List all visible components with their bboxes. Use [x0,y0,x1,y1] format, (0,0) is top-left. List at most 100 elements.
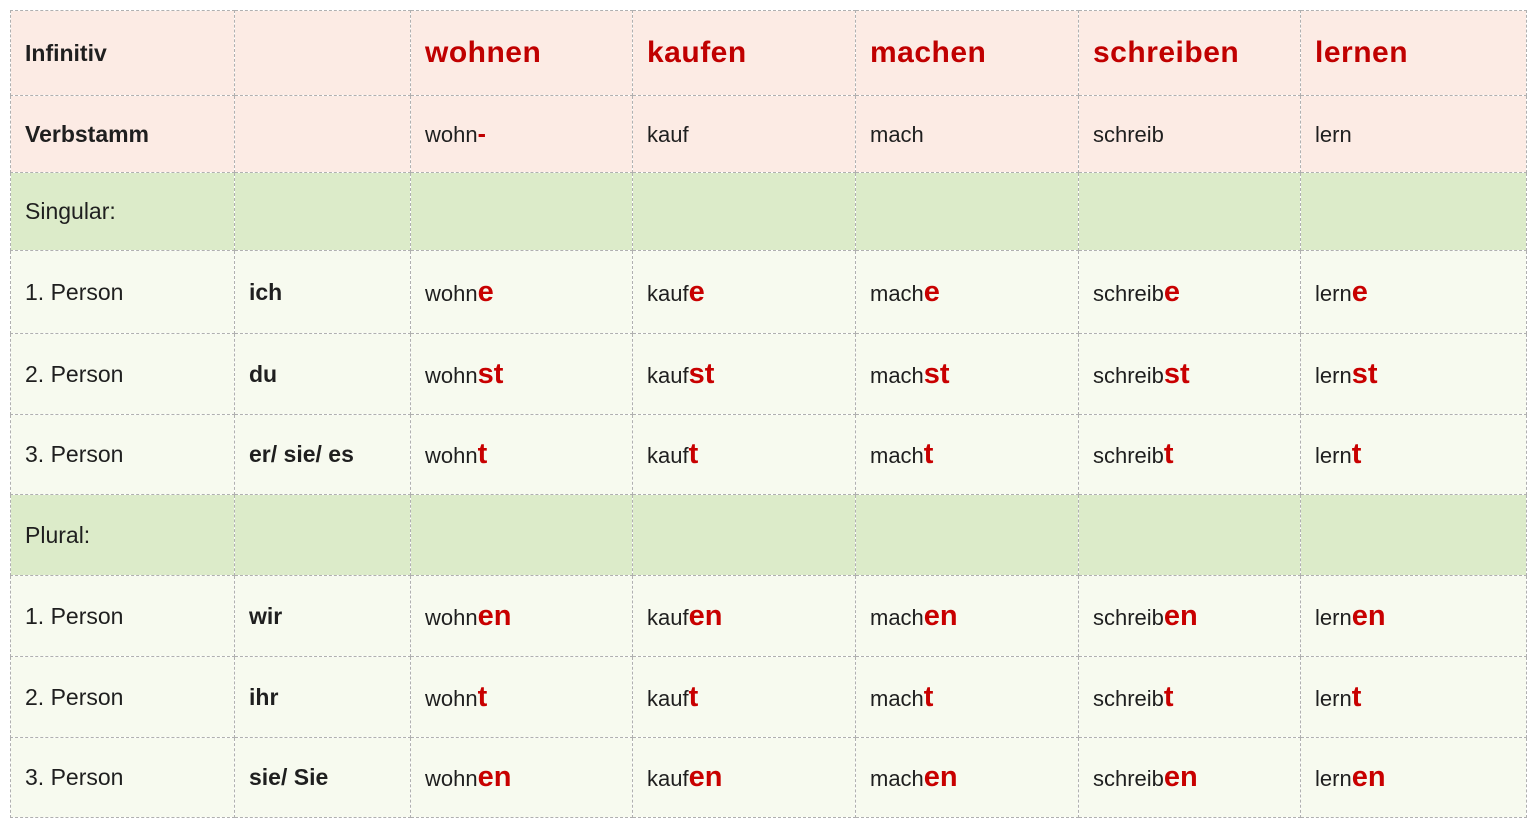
form-cell: lernen [1300,737,1527,818]
form-ending: e [477,275,494,308]
section-title-cell: Plural: [10,494,235,576]
section-row-singular: Singular: [10,172,1527,251]
verb-header-cell: machen [855,10,1079,96]
form-stem: kauf [647,443,689,468]
form-ending: st [1351,357,1378,390]
pronoun-label: ich [249,278,283,305]
stem-cell: wohn- [410,95,633,173]
form-ending: e [1351,275,1368,308]
form-stem: lern [1315,685,1352,711]
stem-cell: mach [855,95,1079,173]
form-ending: e [688,275,705,308]
form-stem: schreib [1093,685,1164,711]
form-stem: lern [1315,604,1352,630]
form-ending: en [477,761,512,793]
person-row: 3. Person er/ sie/ es wohnt kauft macht … [10,414,1527,495]
empty-cell [410,172,633,251]
form-stem: lern [1315,443,1352,468]
form-ending: t [1351,438,1362,470]
form-ending: st [1163,357,1190,390]
pronoun-label: er/ sie/ es [249,441,354,467]
form-stem: kauf [647,362,689,388]
form-cell: kaufen [632,737,856,818]
stem-cell: schreib [1078,95,1301,173]
form-stem: wohn [425,280,478,306]
person-cell: 2. Person [10,333,235,415]
empty-cell [234,494,411,576]
pronoun-cell: sie/ Sie [234,737,411,818]
empty-cell [234,172,411,251]
form-stem: mach [870,685,924,711]
form-cell: wohnen [410,737,633,818]
form-cell: mache [855,250,1079,334]
form-cell: schreibt [1078,414,1301,495]
section-title: Plural: [25,521,91,548]
person-row: 2. Person du wohnst kaufst machst schrei… [10,333,1527,415]
stem-text: wohn [425,121,478,147]
form-cell: schreiben [1078,575,1301,657]
form-ending: t [1351,680,1362,713]
form-cell: wohnen [410,575,633,657]
form-stem: kauf [647,604,689,630]
empty-cell [632,494,856,576]
person-label: 3. Person [25,441,124,467]
person-cell: 3. Person [10,737,235,818]
form-cell: schreiben [1078,737,1301,818]
empty-cell [234,95,411,173]
person-label: 2. Person [25,360,124,387]
empty-cell [1300,494,1527,576]
header-row: Infinitiv wohnen kaufen machen schreiben… [10,10,1527,96]
form-stem: kauf [647,766,689,791]
person-label: 3. Person [25,764,124,790]
form-cell: lernst [1300,333,1527,415]
form-stem: wohn [425,604,478,630]
form-cell: kaufe [632,250,856,334]
person-cell: 2. Person [10,656,235,738]
stem-text: kauf [647,121,689,147]
form-ending: t [477,438,488,470]
form-ending: t [688,438,699,470]
form-cell: lernt [1300,656,1527,738]
pronoun-cell: ihr [234,656,411,738]
form-ending: t [923,438,934,470]
person-label: 1. Person [25,278,124,305]
form-stem: schreib [1093,604,1164,630]
form-cell: lernt [1300,414,1527,495]
section-row-plural: Plural: [10,494,1527,576]
person-cell: 1. Person [10,250,235,334]
pronoun-cell: ich [234,250,411,334]
form-ending: en [923,761,958,793]
form-cell: macht [855,656,1079,738]
form-stem: kauf [647,685,689,711]
form-cell: lerne [1300,250,1527,334]
form-cell: machen [855,737,1079,818]
pronoun-label: ihr [249,683,279,710]
empty-cell [855,494,1079,576]
form-ending: en [1351,761,1386,793]
form-stem: wohn [425,685,478,711]
pronoun-cell: wir [234,575,411,657]
verb-header: kaufen [647,36,747,69]
form-stem: lern [1315,280,1352,306]
form-cell: wohnst [410,333,633,415]
person-label: 2. Person [25,683,124,710]
verb-header-cell: schreiben [1078,10,1301,96]
form-ending: en [1163,761,1198,793]
empty-cell [410,494,633,576]
pronoun-cell: er/ sie/ es [234,414,411,495]
empty-cell [234,10,411,96]
form-cell: wohnt [410,414,633,495]
conjugation-table: Infinitiv wohnen kaufen machen schreiben… [10,10,1527,818]
form-cell: kauft [632,656,856,738]
verb-header-cell: lernen [1300,10,1527,96]
form-ending: en [1351,599,1386,632]
verb-header-cell: wohnen [410,10,633,96]
empty-cell [1078,172,1301,251]
form-ending: en [688,761,723,793]
form-cell: machst [855,333,1079,415]
form-ending: t [688,680,699,713]
person-cell: 1. Person [10,575,235,657]
form-ending: t [1163,438,1174,470]
form-ending: t [1163,680,1174,713]
form-stem: mach [870,362,924,388]
